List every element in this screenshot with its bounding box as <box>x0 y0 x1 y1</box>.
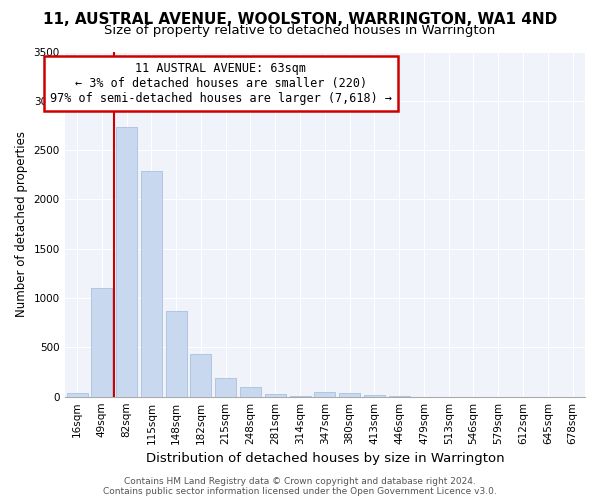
Bar <box>141 171 162 396</box>
Text: Size of property relative to detached houses in Warrington: Size of property relative to detached ho… <box>104 24 496 37</box>
Bar <box>364 394 385 396</box>
Bar <box>116 128 137 396</box>
Bar <box>314 392 335 396</box>
Bar <box>339 392 360 396</box>
Bar <box>166 311 187 396</box>
Text: Contains HM Land Registry data © Crown copyright and database right 2024.
Contai: Contains HM Land Registry data © Crown c… <box>103 476 497 496</box>
Y-axis label: Number of detached properties: Number of detached properties <box>15 131 28 317</box>
Bar <box>240 388 261 396</box>
Bar <box>67 392 88 396</box>
Bar <box>215 378 236 396</box>
Text: 11, AUSTRAL AVENUE, WOOLSTON, WARRINGTON, WA1 4ND: 11, AUSTRAL AVENUE, WOOLSTON, WARRINGTON… <box>43 12 557 28</box>
X-axis label: Distribution of detached houses by size in Warrington: Distribution of detached houses by size … <box>146 452 504 465</box>
Bar <box>265 394 286 396</box>
Bar <box>190 354 211 397</box>
Bar <box>91 288 112 397</box>
Text: 11 AUSTRAL AVENUE: 63sqm
← 3% of detached houses are smaller (220)
97% of semi-d: 11 AUSTRAL AVENUE: 63sqm ← 3% of detache… <box>50 62 392 105</box>
